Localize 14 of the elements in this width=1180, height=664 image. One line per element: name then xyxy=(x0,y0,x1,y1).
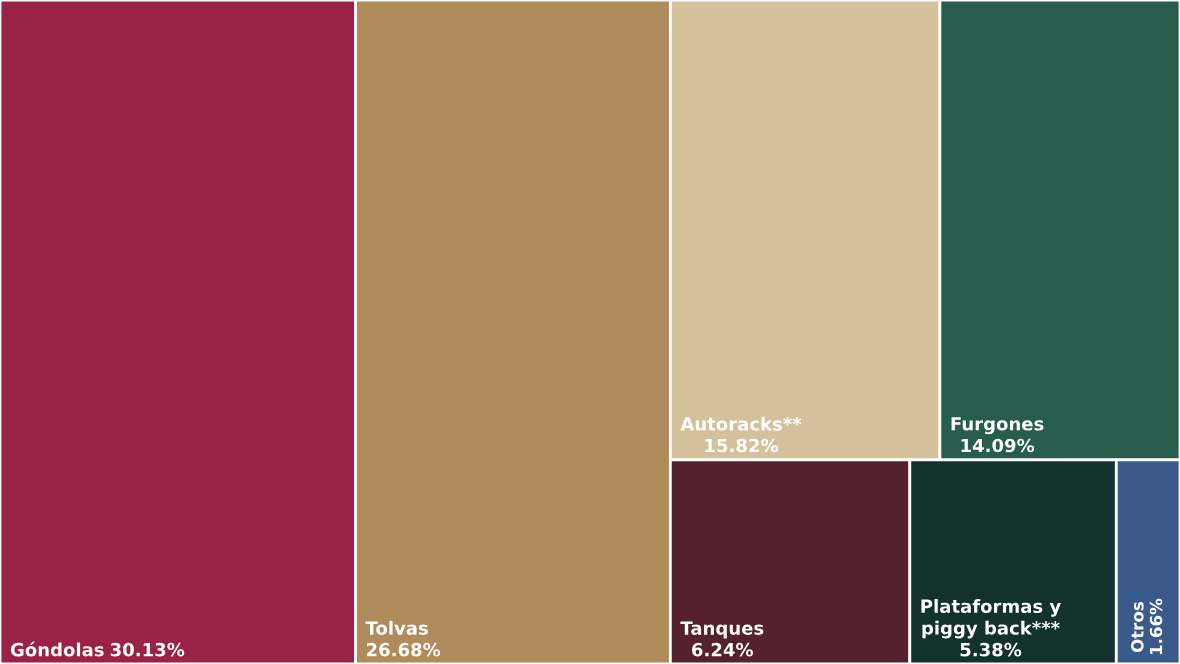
data-label: 15.82% xyxy=(705,438,779,453)
data-label: 30.13% xyxy=(110,642,185,657)
category-label: Plataformas y piggy back*** xyxy=(921,599,1061,639)
category-label: Góndolas xyxy=(10,641,104,657)
data-label: 5.38% xyxy=(960,642,1022,657)
category-label: Tolvas xyxy=(365,620,428,635)
category-label: Tanques xyxy=(680,621,764,639)
category-label: Furgones xyxy=(951,417,1044,435)
category-label: Otros xyxy=(1131,602,1144,653)
data-label: 6.24% xyxy=(692,642,753,657)
data-label: 1.66% xyxy=(1149,598,1163,655)
category-label: Autoracks** xyxy=(680,416,802,431)
data-label: 26.68% xyxy=(366,642,441,657)
data-label: 14.09% xyxy=(961,438,1035,453)
